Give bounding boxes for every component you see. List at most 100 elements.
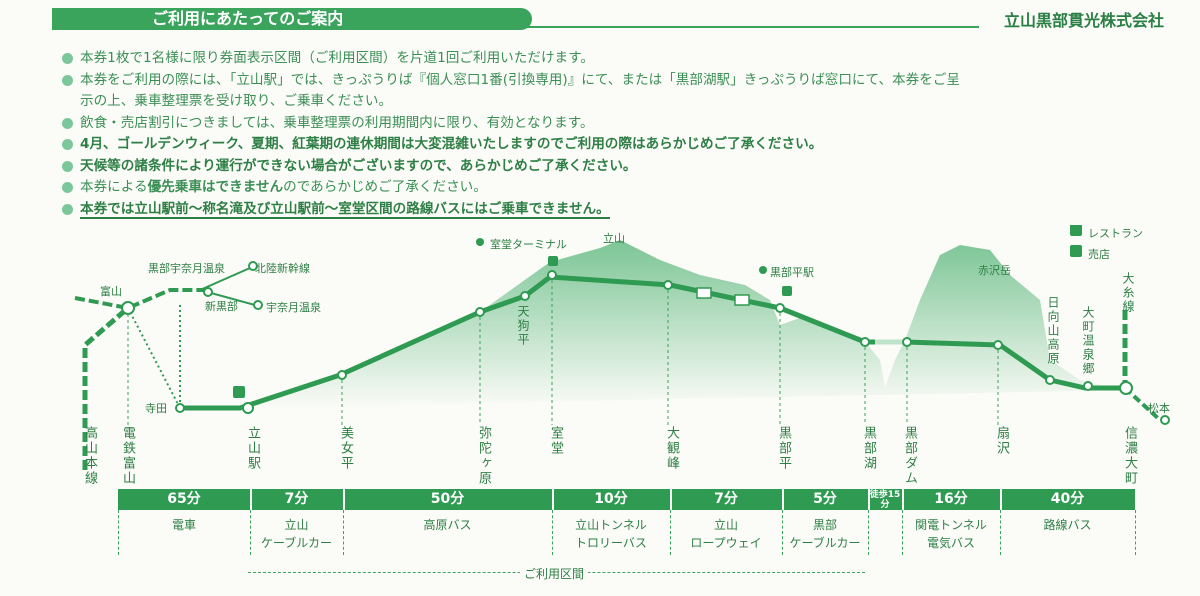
- note-item: 飲食・売店割引につきましては、乗車整理票の利用期間内に限り、有効となります。: [62, 113, 1172, 135]
- note-text: 本券1枚で1名様に限り券面表示区間（ご利用区間）を片道1回ご利用いただけます。: [80, 50, 594, 66]
- bullet-icon: [62, 53, 73, 64]
- segment-label-line: 立山: [713, 518, 738, 532]
- segment-time: 5分: [813, 491, 837, 507]
- bullet-icon: [62, 160, 73, 172]
- header-bar: ご利用にあたってのご案内: [52, 8, 979, 30]
- station-label: 美女平: [338, 426, 353, 471]
- segment-label-line: 立山トンネル: [575, 518, 647, 532]
- segment-label-line: 高原バス: [423, 518, 472, 532]
- label-omachi-onsen: 大町温泉郷: [1081, 306, 1095, 376]
- label-tengudaira: 天狗平: [516, 305, 530, 347]
- label-toyama: 富山: [100, 285, 122, 298]
- segment-label: 路線バス: [1000, 516, 1135, 534]
- segment-tick: [902, 510, 903, 555]
- restaurant-icon: [1070, 225, 1082, 236]
- node-unazuki-onsen: [253, 300, 263, 310]
- note-text: 示の上、乗車整理票を受け取り、ご乗車ください。: [80, 93, 393, 109]
- station-label: 立山駅: [245, 426, 260, 471]
- segment-time: 7分: [714, 491, 738, 507]
- station-label: 扇沢: [994, 426, 1009, 456]
- note-text: 本券をご利用の際には、「立山駅」では、きっぷうりば『個人窓口1番(引換専用)』に…: [80, 71, 961, 88]
- node-toyama: [121, 301, 135, 315]
- label-matsumoto: 松本: [1148, 402, 1170, 415]
- segment-tick: [1000, 510, 1001, 555]
- label-hokuriku: 北陸新幹線: [255, 262, 310, 275]
- segment-tick: [118, 510, 119, 555]
- usage-section-label: ご利用区間: [520, 565, 589, 582]
- note-text: 4月、ゴールデンウィーク、夏期、紅葉期の連休期間は大変混雑いたしますのでご利用の…: [80, 136, 823, 152]
- segment-divider: [1000, 489, 1002, 510]
- station-label: 弥陀ヶ原: [476, 426, 491, 486]
- bullet-icon: [62, 203, 73, 215]
- node-tateyama: [242, 402, 254, 414]
- node-shinkurobe: [203, 287, 213, 297]
- segment-time: 16分: [934, 491, 968, 507]
- bullet-icon: [62, 182, 73, 193]
- segment-label-line: ケーブルカー: [789, 536, 861, 550]
- station-label: 黒部ダム: [902, 426, 917, 486]
- header-rule: [522, 26, 979, 28]
- node-daikanbo: [663, 280, 673, 290]
- route-map: [74, 225, 1170, 470]
- segment-time: 7分: [284, 491, 309, 507]
- note-text: のであらかじめご了承ください。: [283, 179, 487, 195]
- node-hinata: [1045, 375, 1055, 385]
- station-label: 黒部平: [776, 426, 791, 471]
- page-title: ご利用にあたってのご案内: [52, 8, 532, 30]
- node-kurobedam: [902, 337, 912, 347]
- segment-time: 40分: [1050, 491, 1085, 507]
- segment-divider: [902, 489, 904, 510]
- segment-divider: [782, 489, 784, 510]
- note-item: 示の上、乗車整理票を受け取り、ご乗車ください。: [62, 91, 1172, 113]
- segment-tick: [868, 510, 869, 555]
- segment-label-line: トロリーバス: [575, 536, 647, 550]
- label-murodo-terminal: 室堂ターミナル: [490, 238, 567, 251]
- station-label: 高山本線: [82, 426, 97, 486]
- shop-icon: [782, 286, 792, 296]
- station-label: 電鉄富山: [120, 426, 135, 486]
- note-text: 優先乗車はできません: [147, 179, 284, 195]
- segment-label: 黒部 ケーブルカー: [782, 516, 868, 552]
- segment-bar-bg: [118, 489, 1135, 510]
- segment-label-line: 関電トンネル: [915, 518, 987, 532]
- node-tengudaira: [520, 291, 530, 301]
- segment-tick: [670, 510, 671, 555]
- segment-label-line: ロープウェイ: [690, 536, 762, 550]
- station-label: 黒部湖: [861, 426, 876, 471]
- label-shinkurobe: 新黒部: [205, 300, 238, 313]
- segment-tick: [1135, 510, 1136, 555]
- note-item: 4月、ゴールデンウィーク、夏期、紅葉期の連休期間は大変混雑いたしますのでご利用の…: [62, 134, 1172, 156]
- segment-divider: [552, 489, 554, 510]
- station-marker-icon: [759, 266, 767, 274]
- shop-icon: [233, 386, 245, 398]
- note-item: 本券による優先乗車はできませんのであらかじめご了承ください。: [62, 177, 1172, 199]
- label-unazuki-kurobe: 黒部宇奈月温泉: [148, 262, 225, 275]
- node-ogizawa: [993, 340, 1003, 350]
- gondola: [734, 294, 750, 306]
- segment-label: 関電トンネル 電気バス: [902, 516, 1000, 552]
- station-marker-icon: [476, 238, 484, 246]
- segment-label-line: 立山: [284, 518, 309, 532]
- note-item: 本券では立山駅前～称名滝及び立山駅前～室堂区間の路線バスにはご乗車できません。: [62, 199, 1172, 221]
- notes-list: 本券1枚で1名様に限り券面表示区間（ご利用区間）を片道1回ご利用いただけます。本…: [62, 48, 1172, 220]
- segment-divider: [250, 489, 252, 510]
- shop-icon: [1070, 245, 1082, 257]
- node-murodo: [547, 270, 557, 280]
- label-kurobedaira-station: 黒部平駅: [770, 266, 814, 279]
- label-tateyama-mountain: 立山: [603, 232, 625, 245]
- segment-divider: [343, 489, 345, 510]
- segment-label-line: 路線バス: [1043, 518, 1092, 532]
- segment-label: 立山トンネル トロリーバス: [552, 516, 670, 552]
- node-bijodaira: [337, 370, 347, 380]
- note-item: 本券をご利用の際には、「立山駅」では、きっぷうりば『個人窓口1番(引換専用)』に…: [62, 70, 1172, 92]
- segment-tick: [250, 510, 251, 555]
- station-label: 室堂: [548, 426, 563, 456]
- legend-restaurant: レストラン: [1088, 227, 1143, 240]
- segment-label-line: 黒部: [812, 518, 837, 532]
- segment-time: 10分: [594, 491, 628, 507]
- label-unazuki: 宇奈月温泉: [266, 301, 321, 314]
- note-text: 天候等の諸条件により運行ができない場合がございますので、あらかじめご了承ください…: [80, 157, 637, 174]
- segment-time: 徒歩15分: [869, 490, 901, 510]
- segment-label-line: 電気バス: [926, 536, 975, 550]
- gondola: [696, 287, 712, 299]
